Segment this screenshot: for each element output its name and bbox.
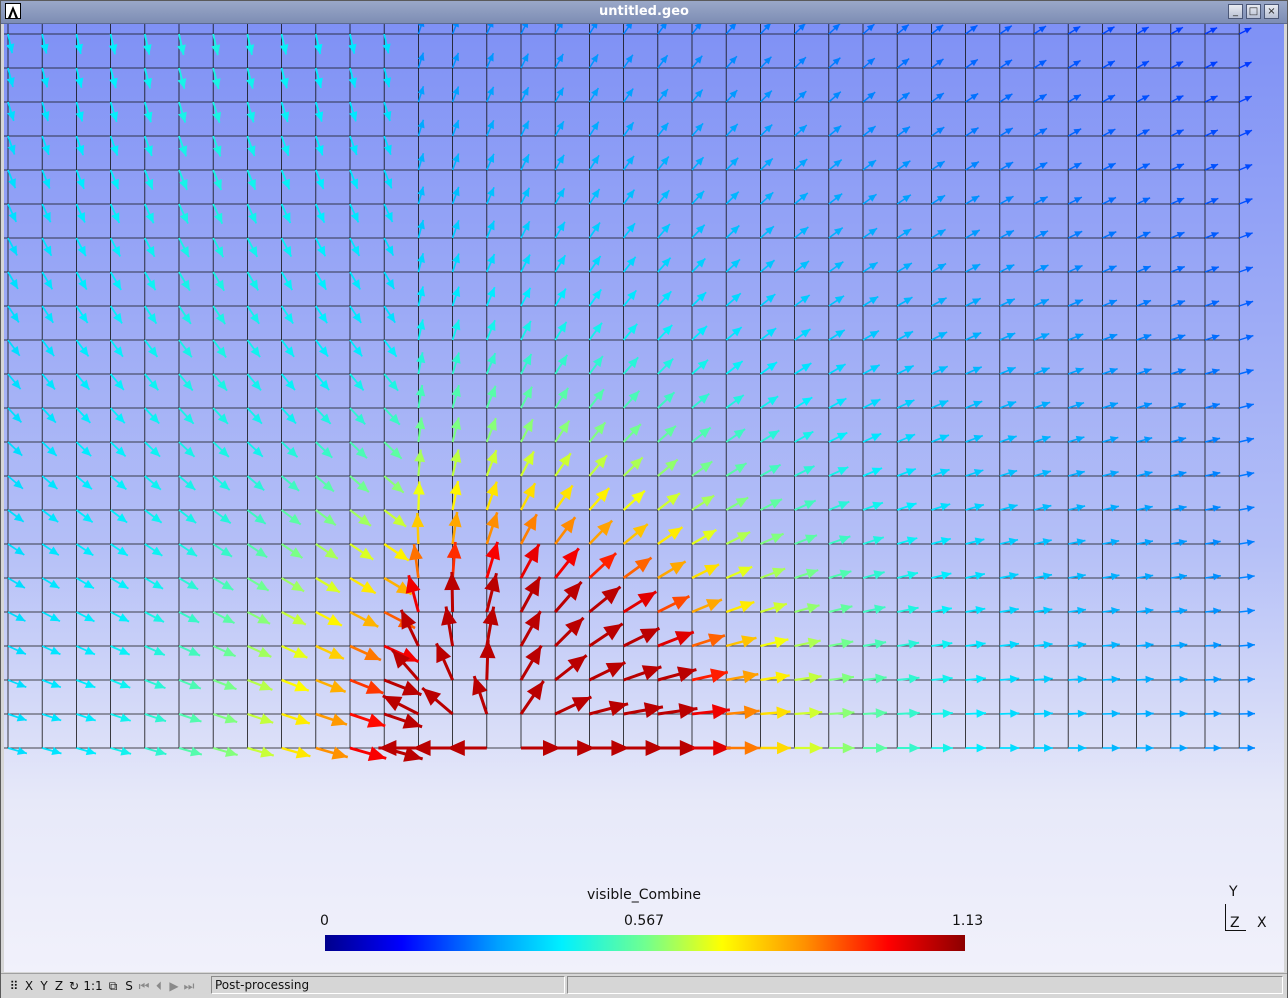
first-step-icon[interactable]: ⏮ xyxy=(138,979,150,993)
s-button[interactable]: S xyxy=(125,979,133,993)
status-message-secondary xyxy=(567,976,1283,994)
axis-y-label: Y xyxy=(1229,884,1238,900)
vector-field-plot[interactable] xyxy=(4,24,1284,972)
y-view-button[interactable]: Y xyxy=(40,979,48,993)
maximize-button[interactable]: □ xyxy=(1246,4,1261,19)
last-step-icon[interactable]: ⏭ xyxy=(183,979,195,993)
colorbar-max-label: 1.13 xyxy=(952,913,984,929)
colorbar-mid-label: 0.567 xyxy=(624,913,665,929)
colorbar-min-label: 0 xyxy=(320,913,329,929)
status-message: Post-processing xyxy=(211,976,565,994)
axis-x-label: X xyxy=(1257,915,1267,931)
prev-step-icon[interactable]: ⏴ xyxy=(155,979,162,993)
snap-icon[interactable]: ⠿ xyxy=(9,979,19,993)
app-logo-icon[interactable] xyxy=(5,3,21,19)
rotate-icon[interactable]: ↻ xyxy=(68,979,80,993)
title-bar[interactable]: untitled.geo _ □ × xyxy=(1,1,1287,24)
colorbar-title: visible_Combine xyxy=(587,887,701,903)
status-bar: ⠿ X Y Z ↻ 1:1 ⧉ S ⏮ ⏴ ▶ ⏭ Post-processing xyxy=(1,973,1287,998)
axes-gizmo xyxy=(1225,904,1246,931)
scale-one-button[interactable]: 1:1 xyxy=(83,979,103,993)
mesh-grid xyxy=(4,24,1240,749)
minimize-button[interactable]: _ xyxy=(1228,4,1243,19)
colorbar xyxy=(325,935,965,951)
play-icon[interactable]: ▶ xyxy=(169,979,179,993)
window-title: untitled.geo xyxy=(599,4,689,19)
vector-arrows xyxy=(6,24,1256,762)
projection-icon[interactable]: ⧉ xyxy=(108,979,118,993)
axis-z-label: Z xyxy=(1230,915,1240,931)
close-button[interactable]: × xyxy=(1264,4,1279,19)
x-view-button[interactable]: X xyxy=(24,979,34,993)
graphics-viewport[interactable]: visible_Combine 0 0.567 1.13 Y Z X xyxy=(4,24,1284,972)
z-view-button[interactable]: Z xyxy=(54,979,64,993)
